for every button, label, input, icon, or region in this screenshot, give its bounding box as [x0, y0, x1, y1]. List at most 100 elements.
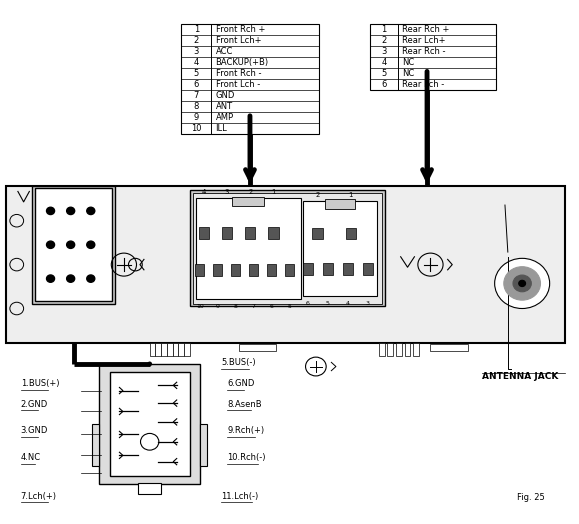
Bar: [245, 227, 255, 238]
Text: 10.Rch(-): 10.Rch(-): [227, 453, 266, 463]
Bar: [32, 185, 115, 304]
Text: 4: 4: [201, 189, 206, 195]
Text: 2: 2: [248, 189, 252, 195]
Text: ACC: ACC: [215, 47, 233, 56]
Text: 9.Rch(+): 9.Rch(+): [227, 426, 264, 435]
Bar: [346, 228, 356, 239]
Bar: [343, 263, 353, 275]
Bar: [364, 263, 372, 275]
Text: ANT: ANT: [215, 102, 233, 111]
Text: Front Rch +: Front Rch +: [215, 25, 265, 34]
Bar: [199, 227, 209, 238]
Text: 7.Lch(+): 7.Lch(+): [21, 492, 57, 500]
Bar: [413, 343, 419, 356]
Bar: [222, 227, 232, 238]
Bar: [138, 483, 161, 494]
Text: 9: 9: [194, 113, 199, 122]
Text: NC: NC: [402, 69, 414, 78]
Bar: [196, 198, 301, 299]
Text: 4: 4: [382, 58, 387, 67]
Bar: [93, 424, 99, 466]
Text: Front Rch -: Front Rch -: [215, 69, 261, 78]
Text: 4.NC: 4.NC: [21, 453, 41, 463]
Text: 6: 6: [306, 301, 310, 306]
Bar: [200, 424, 207, 466]
Text: 10: 10: [191, 124, 201, 133]
Text: Rear Rch +: Rear Rch +: [402, 25, 449, 34]
Circle shape: [504, 267, 540, 300]
Bar: [35, 188, 112, 301]
Text: 1: 1: [271, 189, 276, 195]
Text: 2: 2: [382, 36, 387, 45]
Text: AMP: AMP: [215, 113, 234, 122]
Text: 2: 2: [194, 36, 199, 45]
Bar: [190, 190, 384, 307]
Text: 5: 5: [287, 304, 291, 309]
Circle shape: [87, 241, 95, 248]
Bar: [173, 343, 178, 356]
Text: 3: 3: [382, 47, 387, 56]
Circle shape: [46, 275, 54, 282]
Text: ANTENNA JACK: ANTENNA JACK: [482, 372, 558, 381]
Bar: [232, 196, 264, 206]
Text: 7: 7: [251, 304, 255, 309]
Text: 8.AsenB: 8.AsenB: [227, 400, 262, 409]
Text: 6: 6: [193, 80, 199, 89]
Bar: [379, 343, 384, 356]
Circle shape: [494, 258, 549, 309]
Circle shape: [67, 207, 75, 214]
Text: 3: 3: [193, 47, 199, 56]
Text: 6: 6: [382, 80, 387, 89]
Bar: [99, 364, 200, 484]
Text: GND: GND: [215, 91, 235, 100]
Circle shape: [67, 275, 75, 282]
Text: 5: 5: [194, 69, 199, 78]
Bar: [181, 24, 318, 134]
Text: BACKUP(+B): BACKUP(+B): [215, 58, 269, 67]
Text: 9: 9: [215, 304, 219, 309]
Circle shape: [87, 207, 95, 214]
Bar: [303, 263, 313, 275]
Text: 4: 4: [346, 301, 350, 306]
Bar: [267, 264, 276, 276]
Bar: [213, 264, 222, 276]
Bar: [161, 343, 167, 356]
Bar: [193, 193, 382, 304]
Bar: [313, 228, 323, 239]
Bar: [178, 343, 184, 356]
Bar: [167, 343, 173, 356]
Text: 2: 2: [316, 192, 320, 198]
Text: 6: 6: [269, 304, 273, 309]
Text: 1.BUS(+): 1.BUS(+): [21, 379, 59, 388]
Text: Front Lch+: Front Lch+: [215, 36, 261, 45]
Text: 3.GND: 3.GND: [21, 426, 48, 435]
Bar: [325, 199, 354, 209]
Text: Rear Lch -: Rear Lch -: [402, 80, 444, 89]
Circle shape: [67, 241, 75, 248]
Text: 5.BUS(-): 5.BUS(-): [221, 358, 256, 367]
Bar: [396, 343, 402, 356]
Bar: [109, 372, 190, 476]
Text: 3: 3: [225, 189, 229, 195]
Text: 2.GND: 2.GND: [21, 400, 48, 409]
Text: 11.Lch(-): 11.Lch(-): [221, 492, 259, 500]
Bar: [268, 227, 278, 238]
Text: 6.GND: 6.GND: [227, 379, 254, 388]
Bar: [150, 343, 155, 356]
Text: 4: 4: [194, 58, 199, 67]
Text: Fig. 25: Fig. 25: [517, 494, 545, 503]
Circle shape: [87, 275, 95, 282]
Text: 5: 5: [382, 69, 387, 78]
Circle shape: [46, 207, 54, 214]
Text: 8: 8: [193, 102, 199, 111]
Circle shape: [513, 275, 532, 292]
Bar: [324, 263, 332, 275]
Bar: [155, 343, 161, 356]
Bar: [6, 186, 565, 343]
Bar: [371, 24, 496, 90]
Text: Rear Rch -: Rear Rch -: [402, 47, 445, 56]
Circle shape: [519, 280, 526, 287]
Text: 5: 5: [326, 301, 330, 306]
Text: Front Lch -: Front Lch -: [215, 80, 260, 89]
Bar: [239, 344, 276, 351]
